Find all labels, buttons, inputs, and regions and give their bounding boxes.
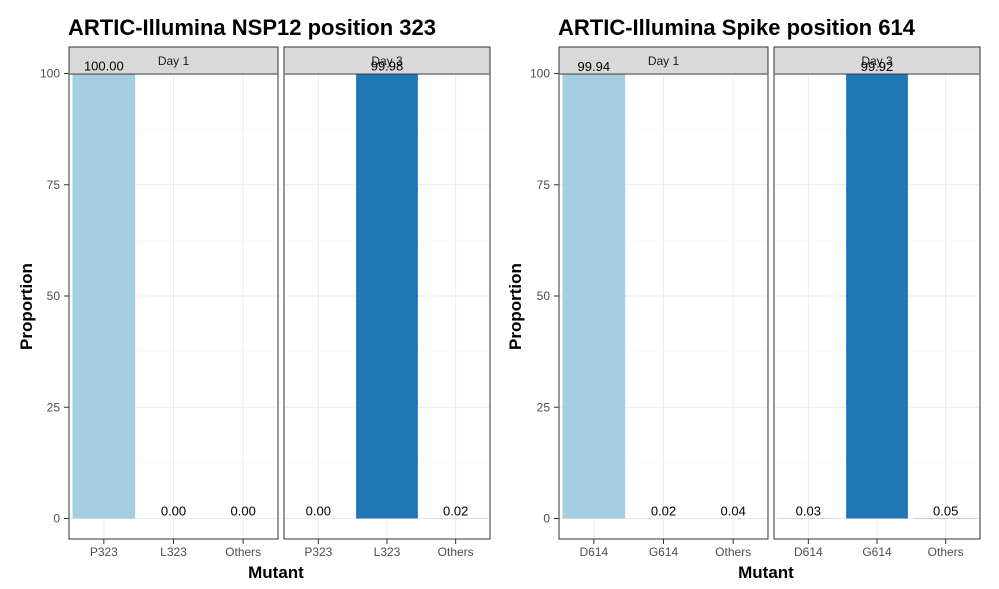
- chart-2: ARTIC-Illumina Spike position 614 Proport…: [506, 15, 980, 582]
- y-tick-label: 25: [537, 400, 551, 414]
- bar-value-label: 0.00: [231, 504, 256, 519]
- bar-l323: [356, 74, 418, 519]
- x-tick-label: Others: [715, 545, 751, 559]
- y-tick-label: 0: [53, 512, 60, 526]
- x-axis-title: Mutant: [738, 563, 794, 582]
- chart-title: ARTIC-Illumina Spike position 614: [558, 15, 916, 40]
- y-axis-title: Proportion: [17, 263, 36, 350]
- bar-value-label: 100.00: [84, 59, 124, 74]
- x-axis-title: Mutant: [248, 563, 304, 582]
- bar-value-label: 0.02: [651, 503, 676, 518]
- x-tick-label: Others: [438, 545, 474, 559]
- bar-value-label: 0.04: [721, 503, 746, 518]
- chart-1: ARTIC-Illumina NSP12 position 323 Proport…: [17, 15, 490, 582]
- bar-value-label: 0.00: [306, 504, 331, 519]
- y-tick-label: 75: [537, 178, 551, 192]
- bar-value-label: 0.02: [443, 503, 468, 518]
- y-tick-label: 0: [543, 512, 550, 526]
- bar-g614: [846, 74, 908, 519]
- y-tick-label: 100: [530, 67, 550, 81]
- bar-value-label: 0.05: [933, 503, 958, 518]
- facet-strip-label: Day 1: [648, 54, 680, 68]
- y-axis-title: Proportion: [506, 263, 525, 350]
- x-tick-label: P323: [90, 545, 118, 559]
- x-tick-label: P323: [304, 545, 332, 559]
- x-tick-label: D614: [579, 545, 608, 559]
- y-tick-label: 50: [47, 289, 61, 303]
- bar-p323: [72, 74, 135, 519]
- bar-value-label: 99.94: [578, 59, 611, 74]
- bar-value-label: 0.00: [161, 504, 186, 519]
- facet-panel-day-1: Day 1 99.94 D614 0.02 G614 0.04 Others: [559, 47, 768, 559]
- x-tick-label: Others: [225, 545, 261, 559]
- x-tick-label: G614: [649, 545, 679, 559]
- chart-title: ARTIC-Illumina NSP12 position 323: [68, 15, 436, 40]
- x-tick-label: Others: [928, 545, 964, 559]
- facet-strip-label: Day 1: [158, 54, 190, 68]
- y-tick-label: 25: [47, 400, 61, 414]
- x-tick-label: L323: [160, 545, 187, 559]
- facet-panel-day-1: Day 1 100.00 P323 0.00 L323 0.00 Others: [69, 47, 278, 559]
- y-tick-label: 50: [537, 289, 551, 303]
- bar-value-label: 99.98: [371, 59, 404, 74]
- x-tick-label: D614: [794, 545, 823, 559]
- bar-value-label: 99.92: [861, 59, 894, 74]
- y-tick-label: 100: [40, 67, 60, 81]
- bar-value-label: 0.03: [796, 503, 821, 518]
- bar-d614: [562, 74, 625, 519]
- x-tick-label: L323: [374, 545, 401, 559]
- y-tick-label: 75: [47, 178, 61, 192]
- x-tick-label: G614: [862, 545, 892, 559]
